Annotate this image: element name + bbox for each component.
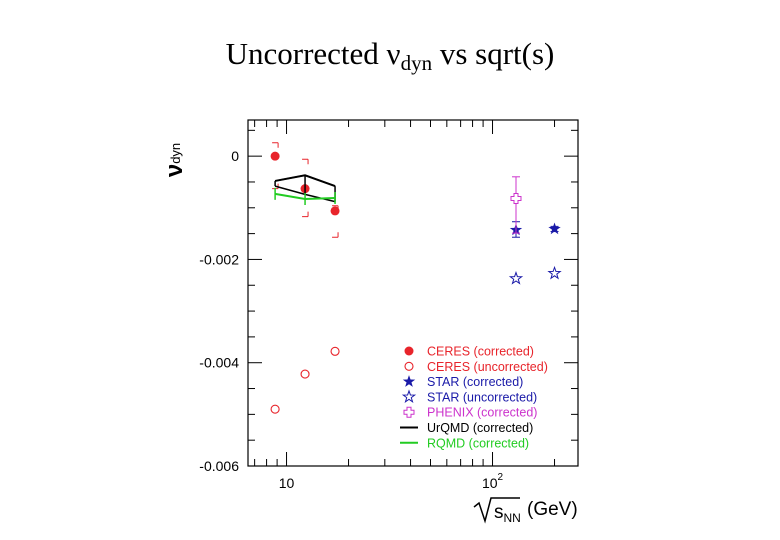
x-axis-label: sNN (GeV): [473, 497, 578, 525]
y-tick-label: -0.002: [199, 251, 239, 267]
data-point-star-uncorrected: [547, 265, 562, 280]
legend-swatch-star-corrected: [402, 375, 416, 387]
data-point-ceres-uncorrected: [330, 346, 340, 356]
data-point-star-corrected: [548, 222, 561, 235]
legend-label-star-corrected: STAR (corrected): [427, 375, 523, 389]
data-point-ceres-corrected: [270, 151, 280, 161]
legend-swatch-ceres-uncorrected: [404, 361, 414, 371]
legend-swatch-phenix-corrected-shape: [403, 406, 415, 418]
bracket-bottom: [302, 211, 309, 218]
bracket-bottom: [332, 232, 339, 238]
x-tick-label: 10: [279, 475, 295, 491]
data-point-ceres-uncorrected: [270, 404, 280, 414]
legend-swatch-ceres-corrected: [404, 346, 414, 356]
slide-title: Uncorrected νdyn vs sqrt(s): [0, 36, 780, 76]
slide-title-tail: vs sqrt(s): [432, 36, 555, 71]
sqrt-symbol: [473, 497, 520, 524]
data-point-phenix-corrected: [510, 192, 522, 204]
x-axis-unit: (GeV): [527, 499, 578, 520]
slide-title-main: Uncorrected ν: [225, 36, 401, 71]
data-point-ceres-corrected: [330, 206, 340, 216]
plot-frame: [247, 119, 579, 467]
x-tick-label: 102: [482, 472, 504, 491]
data-point-phenix-corrected-shape: [510, 192, 522, 204]
ceres-systematic-bracket: [302, 158, 309, 218]
model-envelope-urqmd-corrected: [274, 174, 336, 187]
x-tick-exponent: 2: [498, 472, 504, 483]
legend-swatch-star-uncorrected: [401, 389, 417, 403]
legend-label-ceres-corrected: CERES (corrected): [427, 345, 534, 359]
slide-title-subscript: dyn: [400, 51, 433, 75]
x-axis-variable: sNN: [494, 502, 521, 525]
legend-label-phenix-corrected: PHENIX (corrected): [427, 406, 537, 420]
data-point-star-uncorrected: [508, 271, 524, 285]
legend-label-star-uncorrected: STAR (uncorrected): [427, 390, 537, 404]
legend-label-ceres-uncorrected: CERES (uncorrected): [427, 360, 548, 374]
y-tick-label: -0.004: [199, 355, 239, 371]
x-axis-variable-subscript: NN: [504, 511, 521, 525]
chart-legend: CERES (corrected)CERES (uncorrected)STAR…: [400, 345, 548, 450]
bracket-top: [302, 158, 309, 165]
bracket-top: [272, 142, 279, 148]
legend-label-rqmd-corrected: RQMD (corrected): [427, 436, 529, 450]
data-point-ceres-uncorrected: [300, 369, 310, 379]
legend-label-urqmd-corrected: UrQMD (corrected): [427, 421, 533, 435]
y-tick-label: 0: [231, 148, 239, 164]
error-bar-phenix-corrected: [511, 176, 520, 234]
legend-swatch-phenix-corrected: [403, 406, 415, 418]
y-axis-label: νdyn: [161, 143, 188, 177]
y-tick-label: -0.006: [199, 458, 239, 474]
y-axis-label-subscript: dyn: [168, 143, 183, 164]
